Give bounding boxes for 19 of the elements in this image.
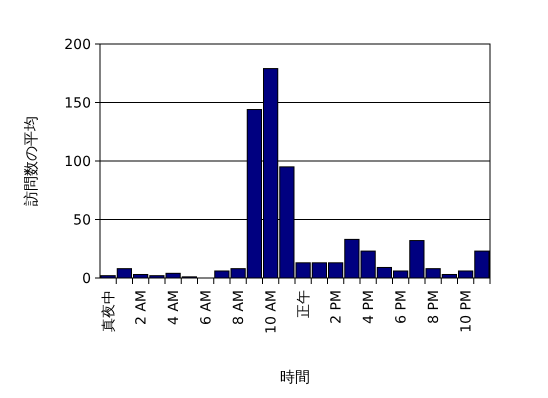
x-tick-label: 正午 bbox=[296, 290, 312, 318]
x-tick-label: 6 PM bbox=[394, 290, 410, 324]
x-tick-label: 6 AM bbox=[198, 290, 215, 326]
x-tick-label: 10 PM bbox=[458, 290, 475, 333]
x-tick-label: 4 PM bbox=[361, 290, 378, 324]
x-tick-label: 2 AM bbox=[134, 290, 150, 326]
x-tick-label: 2 PM bbox=[328, 290, 345, 324]
y-tick-label: 150 bbox=[64, 96, 91, 112]
y-tick-label: 100 bbox=[64, 154, 91, 170]
x-tick-label: 8 AM bbox=[231, 290, 248, 326]
x-tick-label: 4 AM bbox=[166, 290, 182, 326]
x-tick-label: 8 PM bbox=[426, 290, 442, 324]
y-axis-title: 訪問数の平均 bbox=[22, 116, 40, 206]
x-tick-label: 10 AM bbox=[264, 290, 280, 334]
x-tick-label: 真夜中 bbox=[101, 290, 118, 332]
y-tick-label: 50 bbox=[73, 212, 91, 228]
y-tick-label: 0 bbox=[82, 271, 91, 287]
y-tick-label: 200 bbox=[64, 37, 91, 53]
x-axis-title: 時間 bbox=[280, 368, 310, 386]
